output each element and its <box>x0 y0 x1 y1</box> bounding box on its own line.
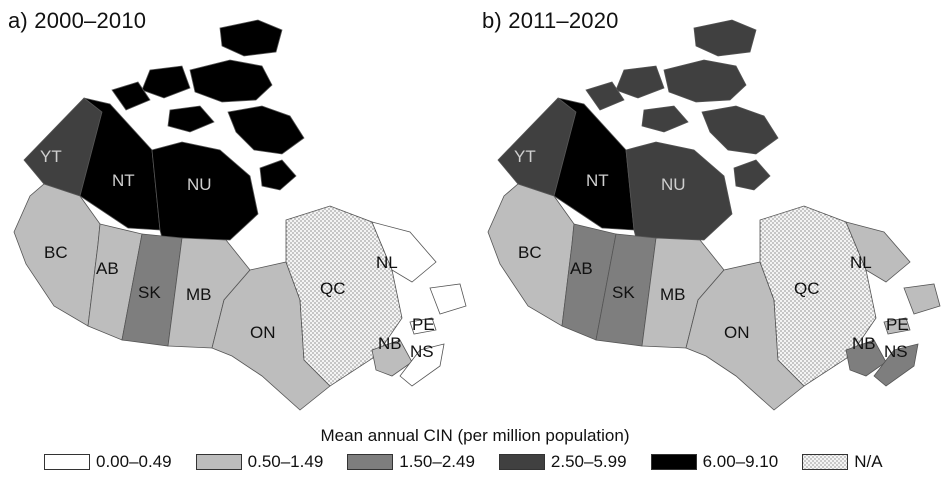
label-qc: QC <box>320 279 346 298</box>
legend-item: 6.00–9.10 <box>650 452 779 472</box>
region-nu <box>151 141 259 241</box>
legend-swatch <box>498 454 545 470</box>
legend-item: 0.00–0.49 <box>44 452 172 472</box>
region-nt <box>79 97 161 231</box>
region-nu <box>259 159 297 191</box>
region-pe <box>883 317 911 335</box>
label-ab: AB <box>96 259 119 278</box>
region-nu <box>111 81 151 111</box>
region-nu <box>219 19 283 57</box>
region-nu <box>641 105 689 133</box>
label-nu: NU <box>661 175 686 194</box>
region-nb <box>845 339 887 377</box>
region-nu <box>167 105 215 133</box>
map-panel-b: YT NT NU BC AB SK MB ON QC NL NB PE NS <box>487 19 941 411</box>
legend-label: 2.50–5.99 <box>550 452 627 471</box>
legend-swatch <box>44 454 90 470</box>
legend-item: 0.50–1.49 <box>195 452 324 472</box>
legend-title: Mean annual CIN (per million population) <box>320 426 630 445</box>
label-nb: NB <box>852 334 876 353</box>
legend-item: N/A <box>802 452 883 472</box>
label-nl: NL <box>376 253 398 272</box>
label-nl: NL <box>850 253 872 272</box>
label-qc: QC <box>794 279 820 298</box>
region-bc <box>487 183 575 327</box>
region-nb <box>371 339 413 377</box>
legend-label: 0.00–0.49 <box>96 452 172 471</box>
legend-label: 0.50–1.49 <box>247 452 324 471</box>
label-ns: NS <box>884 342 908 361</box>
label-sk: SK <box>612 283 635 302</box>
legend-label: 1.50–2.49 <box>399 452 475 471</box>
label-nt: NT <box>112 171 135 190</box>
label-sk: SK <box>138 283 161 302</box>
legend-swatch <box>347 454 394 470</box>
label-mb: MB <box>660 285 686 304</box>
legend-swatch <box>195 454 242 470</box>
region-nu <box>615 65 665 99</box>
region-ns <box>399 343 445 387</box>
legend-swatch <box>650 454 697 470</box>
region-nu <box>189 59 273 103</box>
region-nl <box>903 283 941 315</box>
label-bc: BC <box>518 243 542 262</box>
region-nl <box>371 221 437 283</box>
region-nt <box>553 97 635 231</box>
region-nu <box>663 59 747 103</box>
label-nb: NB <box>378 334 402 353</box>
label-yt: YT <box>514 147 536 166</box>
panel-b-title: b) 2011–2020 <box>482 8 619 33</box>
region-ab <box>87 223 143 341</box>
region-nu <box>141 65 191 99</box>
legend-swatch <box>802 454 849 470</box>
region-bc <box>13 183 101 327</box>
region-ab <box>561 223 617 341</box>
label-ns: NS <box>410 342 434 361</box>
region-nu <box>701 105 779 155</box>
region-nl <box>429 283 467 315</box>
region-nu <box>625 141 733 241</box>
region-pe <box>409 317 437 335</box>
label-ab: AB <box>570 259 593 278</box>
legend-item: 1.50–2.49 <box>347 452 475 472</box>
map-panel-a: YT NT NU BC AB SK MB ON QC NL NB PE NS <box>13 19 467 411</box>
label-pe: PE <box>886 315 909 334</box>
region-nu <box>585 81 625 111</box>
legend-label: N/A <box>854 452 883 471</box>
region-nu <box>693 19 757 57</box>
legend: 0.00–0.49 0.50–1.49 1.50–2.49 2.50–5.99 6.00… <box>44 451 907 473</box>
label-pe: PE <box>412 315 435 334</box>
label-bc: BC <box>44 243 68 262</box>
region-nl <box>845 221 911 283</box>
label-yt: YT <box>40 147 62 166</box>
region-nu <box>227 105 305 155</box>
label-nt: NT <box>586 171 609 190</box>
label-on: ON <box>724 323 750 342</box>
label-nu: NU <box>187 175 212 194</box>
region-ns <box>873 343 919 387</box>
legend-item: 2.50–5.99 <box>498 452 627 472</box>
label-on: ON <box>250 323 276 342</box>
legend-label: 6.00–9.10 <box>702 452 779 471</box>
label-mb: MB <box>186 285 212 304</box>
region-nu <box>733 159 771 191</box>
panel-a-title: a) 2000–2010 <box>8 8 147 33</box>
